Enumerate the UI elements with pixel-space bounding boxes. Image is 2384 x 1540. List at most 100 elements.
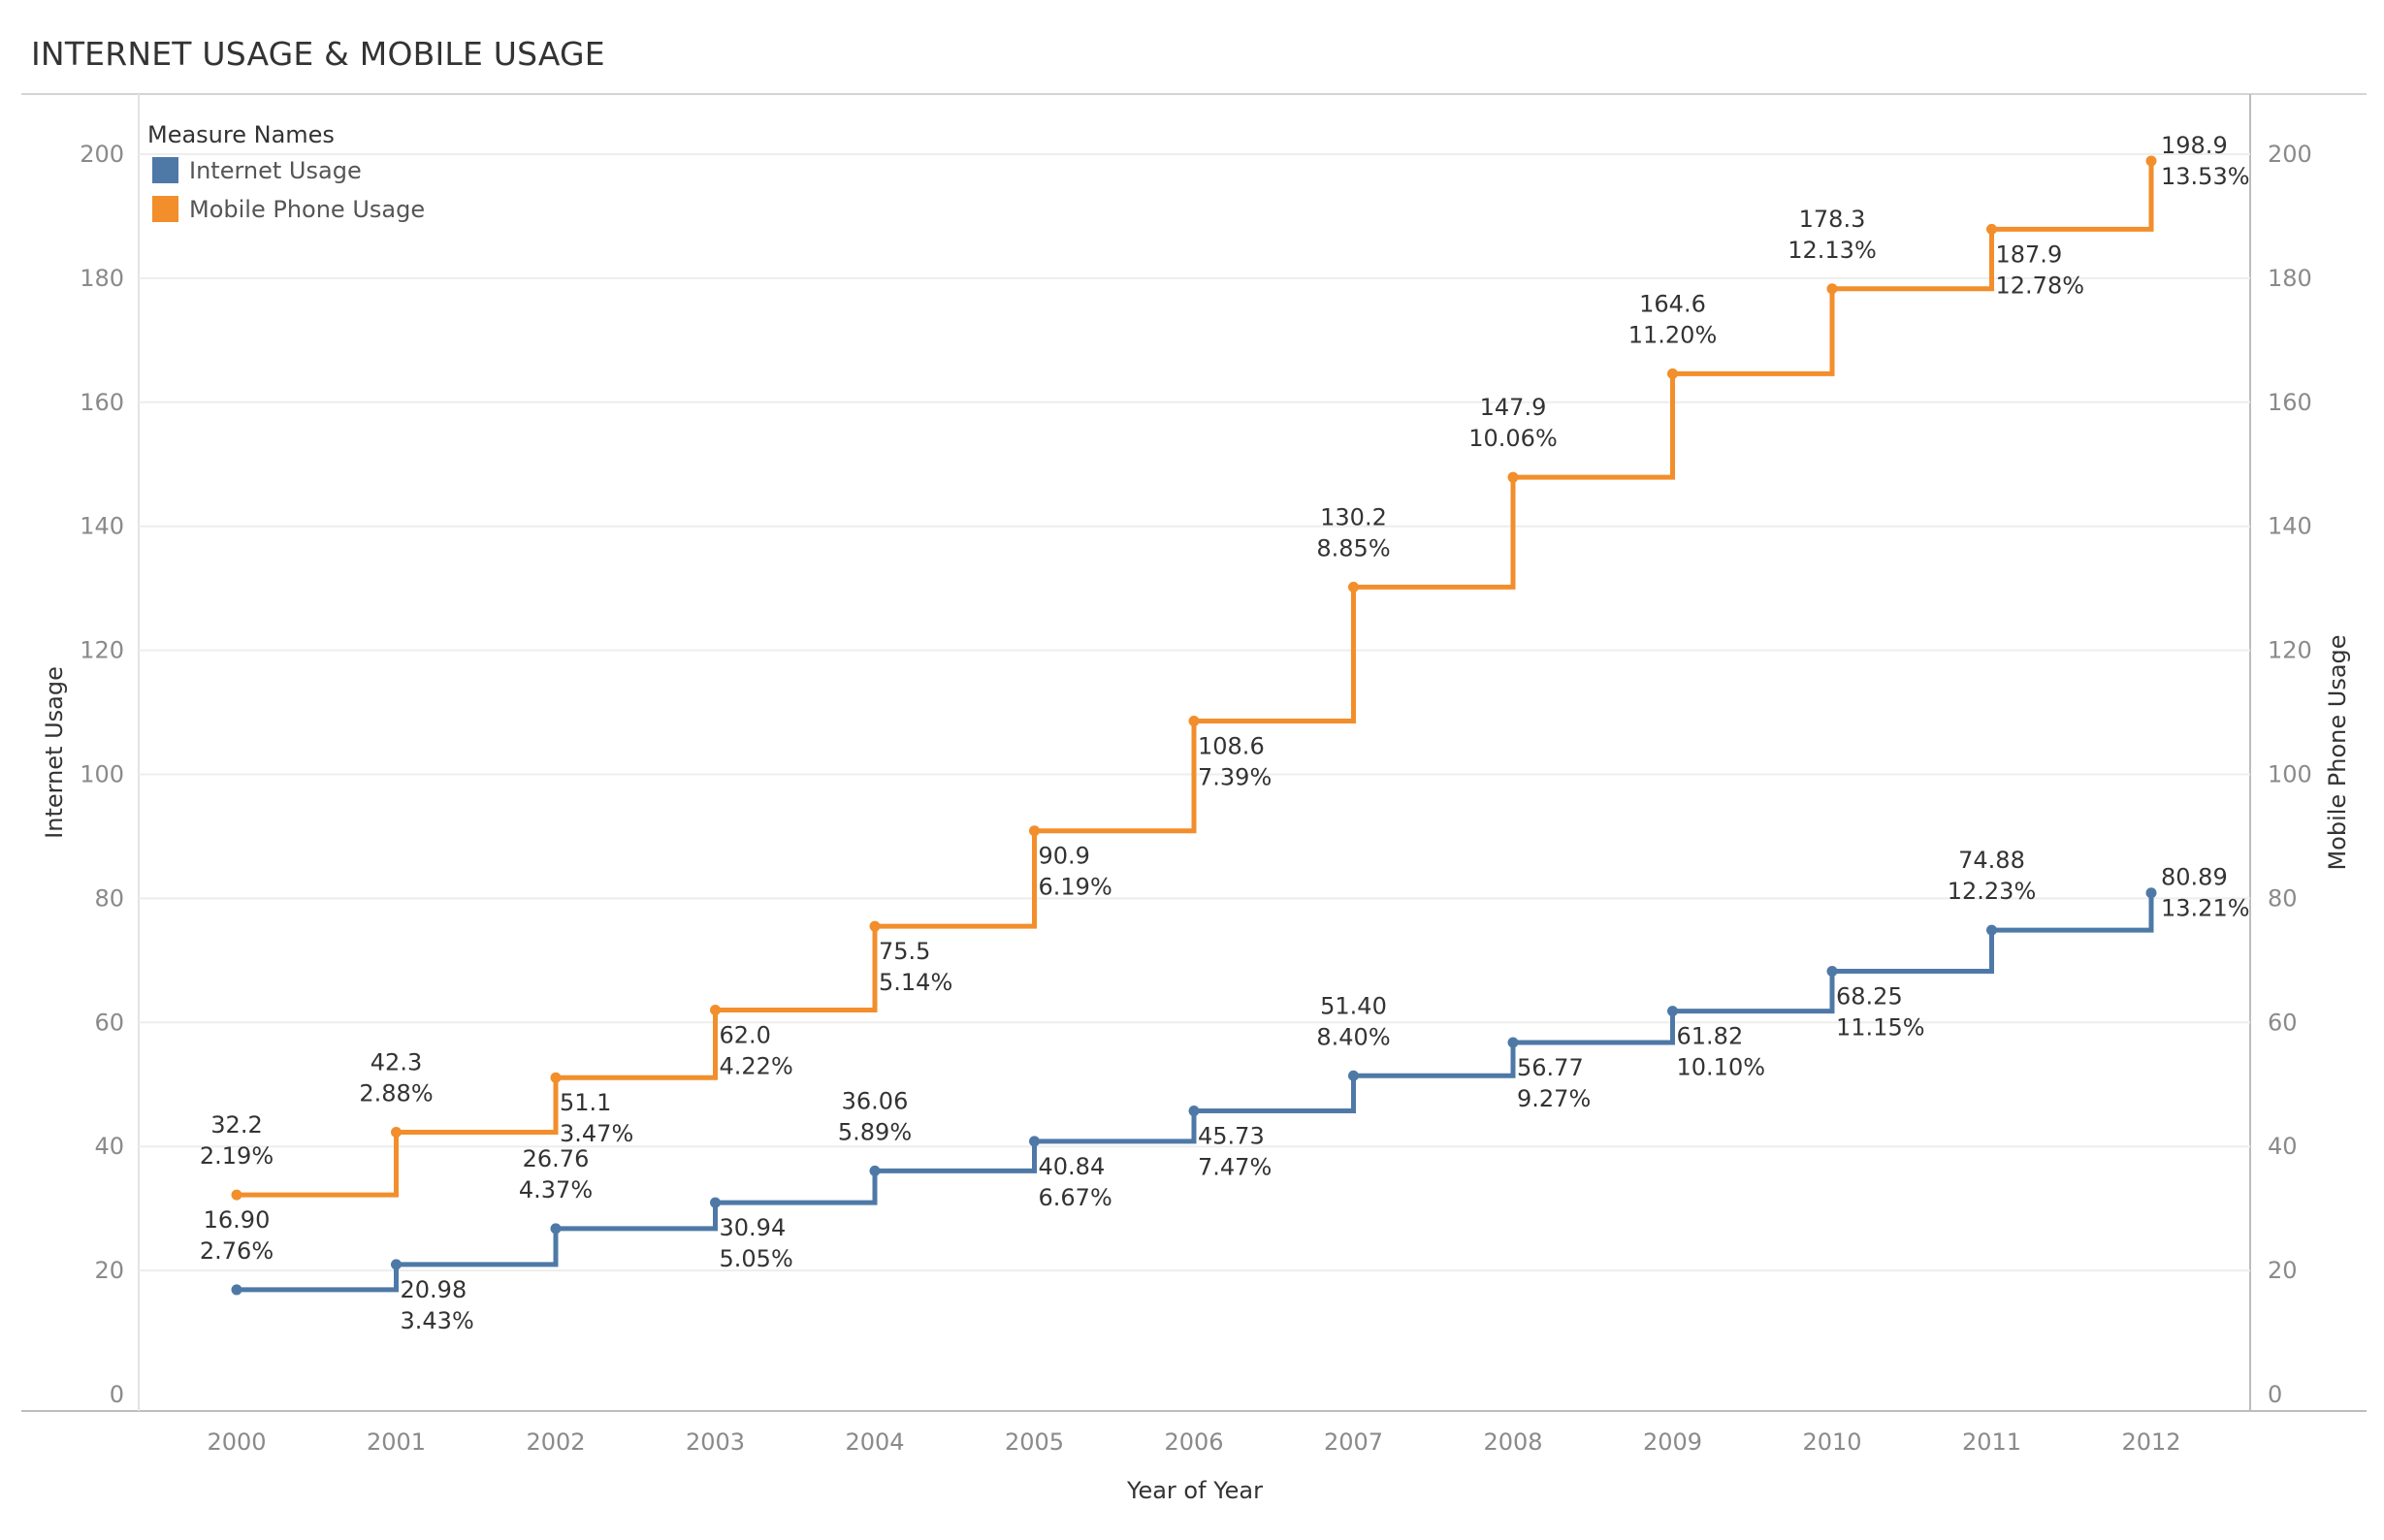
x-tick-label: 2012	[2121, 1428, 2180, 1456]
internet-usage-point	[1986, 924, 1997, 936]
y-left-tick-label: 200	[80, 141, 124, 168]
data-label-value: 164.6	[1639, 290, 1706, 317]
y-left-tick-label: 40	[94, 1133, 124, 1160]
internet-usage-point	[550, 1223, 562, 1235]
data-label-value: 62.0	[720, 1022, 771, 1049]
data-label-value: 68.25	[1836, 983, 1903, 1011]
legend-swatch	[152, 157, 178, 183]
x-tick-label: 2000	[207, 1428, 266, 1456]
data-label-value: 75.5	[879, 938, 930, 965]
y-axis-title-left: Internet Usage	[41, 666, 68, 839]
data-labels: 16.90 2.76% 20.98 3.43% 26.76 4.37% 30.94 5.05%…	[200, 132, 2250, 1334]
data-label-value: 45.73	[1198, 1123, 1265, 1150]
data-label-percent: 5.89%	[838, 1118, 912, 1145]
data-label-value: 90.9	[1039, 843, 1090, 870]
data-label-percent: 10.06%	[1468, 425, 1558, 452]
y-right-tick-label: 200	[2268, 141, 2312, 168]
data-label-percent: 4.22%	[720, 1053, 793, 1080]
mobile-phone-usage-point	[1029, 825, 1040, 837]
y-left-tick-label: 20	[94, 1257, 124, 1284]
data-label-value: 51.1	[560, 1089, 611, 1116]
internet-usage-point	[710, 1197, 721, 1208]
y-right-tick-label: 40	[2268, 1133, 2298, 1160]
x-tick-label: 2006	[1164, 1428, 1223, 1456]
y-left-tick-label: 180	[80, 265, 124, 292]
internet-usage-point	[1667, 1006, 1678, 1017]
mobile-phone-usage-point	[391, 1126, 402, 1138]
data-label-percent: 8.40%	[1316, 1023, 1390, 1050]
mobile-phone-usage-point	[231, 1189, 242, 1201]
data-label-percent: 7.47%	[1198, 1154, 1272, 1181]
y-left-tick-label: 60	[94, 1009, 124, 1036]
data-label-value: 147.9	[1480, 394, 1547, 421]
mobile-phone-usage-point	[550, 1072, 562, 1083]
x-tick-label: 2007	[1324, 1428, 1383, 1456]
data-label-value: 130.2	[1320, 503, 1387, 530]
mobile-phone-usage-point	[1986, 223, 1997, 235]
y-right-tick-label: 180	[2268, 265, 2312, 292]
y-right-tick-label: 120	[2268, 637, 2312, 664]
data-label-value: 42.3	[370, 1048, 422, 1075]
legend-swatch	[152, 196, 178, 222]
mobile-phone-usage-point	[1348, 581, 1359, 593]
series-lines	[231, 155, 2157, 1296]
internet-usage-point	[2145, 887, 2157, 899]
data-label-value: 198.9	[2161, 132, 2228, 159]
y-right-tick-label: 20	[2268, 1257, 2298, 1284]
internet-usage-point	[1826, 966, 1838, 978]
internet-usage-point	[231, 1284, 242, 1296]
mobile-phone-usage-point	[2145, 155, 2157, 167]
y-right-tick-label: 160	[2268, 389, 2312, 416]
x-axis-title: Year of Year	[1126, 1477, 1263, 1504]
data-label-percent: 2.88%	[359, 1079, 433, 1107]
data-label-value: 26.76	[523, 1145, 590, 1172]
y-right-tick-label: 0	[2268, 1381, 2282, 1408]
data-label-value: 32.2	[210, 1111, 262, 1139]
data-label-percent: 9.27%	[1517, 1085, 1591, 1112]
mobile-phone-usage-point	[869, 920, 881, 932]
data-label-value: 80.89	[2161, 864, 2228, 891]
mobile-phone-usage-point	[1188, 716, 1200, 727]
data-label-percent: 13.53%	[2161, 163, 2250, 190]
x-tick-label: 2008	[1483, 1428, 1542, 1456]
y-axis-title-right: Mobile Phone Usage	[2324, 634, 2351, 870]
data-label-value: 56.77	[1517, 1054, 1584, 1081]
x-tick-label: 2001	[367, 1428, 426, 1456]
y-right-tick-label: 60	[2268, 1009, 2298, 1036]
data-label-percent: 2.76%	[200, 1237, 274, 1265]
data-label-percent: 11.15%	[1836, 1014, 1925, 1042]
internet-usage-point	[1507, 1037, 1519, 1048]
y-right-tick-label: 100	[2268, 761, 2312, 788]
x-tick-label: 2003	[686, 1428, 745, 1456]
data-label-percent: 2.19%	[200, 1142, 274, 1170]
data-label-percent: 3.47%	[560, 1120, 633, 1147]
data-label-value: 187.9	[1996, 241, 2063, 268]
x-tick-label: 2002	[526, 1428, 585, 1456]
data-label-percent: 7.39%	[1198, 764, 1272, 791]
data-label-percent: 5.14%	[879, 969, 952, 996]
y-right-tick-label: 80	[2268, 884, 2298, 912]
legend-label: Mobile Phone Usage	[189, 196, 425, 223]
data-label-percent: 10.10%	[1677, 1054, 1766, 1081]
data-label-value: 30.94	[720, 1214, 787, 1241]
legend-label: Internet Usage	[189, 157, 362, 184]
data-label-value: 20.98	[401, 1276, 467, 1303]
axes: 0 0 20 20 40 40 60 60 80 80 100 100 120 120 140 140 160 1…	[41, 141, 2351, 1504]
data-label-percent: 11.20%	[1628, 321, 1718, 348]
data-label-percent: 6.19%	[1039, 874, 1112, 901]
legend: Measure Names Internet Usage Mobile Phone …	[147, 121, 425, 223]
internet-usage-point	[1029, 1136, 1040, 1147]
internet-usage-line	[237, 892, 2154, 1293]
data-label-percent: 6.67%	[1039, 1184, 1112, 1211]
y-left-tick-label: 120	[80, 637, 124, 664]
data-label-percent: 12.23%	[1948, 878, 2037, 905]
mobile-phone-usage-point	[1507, 471, 1519, 483]
chart-frame	[21, 93, 2367, 1412]
mobile-phone-usage-point	[710, 1005, 721, 1016]
data-label-percent: 4.37%	[519, 1176, 593, 1203]
data-label-percent: 3.43%	[401, 1307, 474, 1334]
x-tick-label: 2011	[1962, 1428, 2021, 1456]
data-label-value: 108.6	[1198, 733, 1265, 760]
x-tick-label: 2005	[1005, 1428, 1064, 1456]
